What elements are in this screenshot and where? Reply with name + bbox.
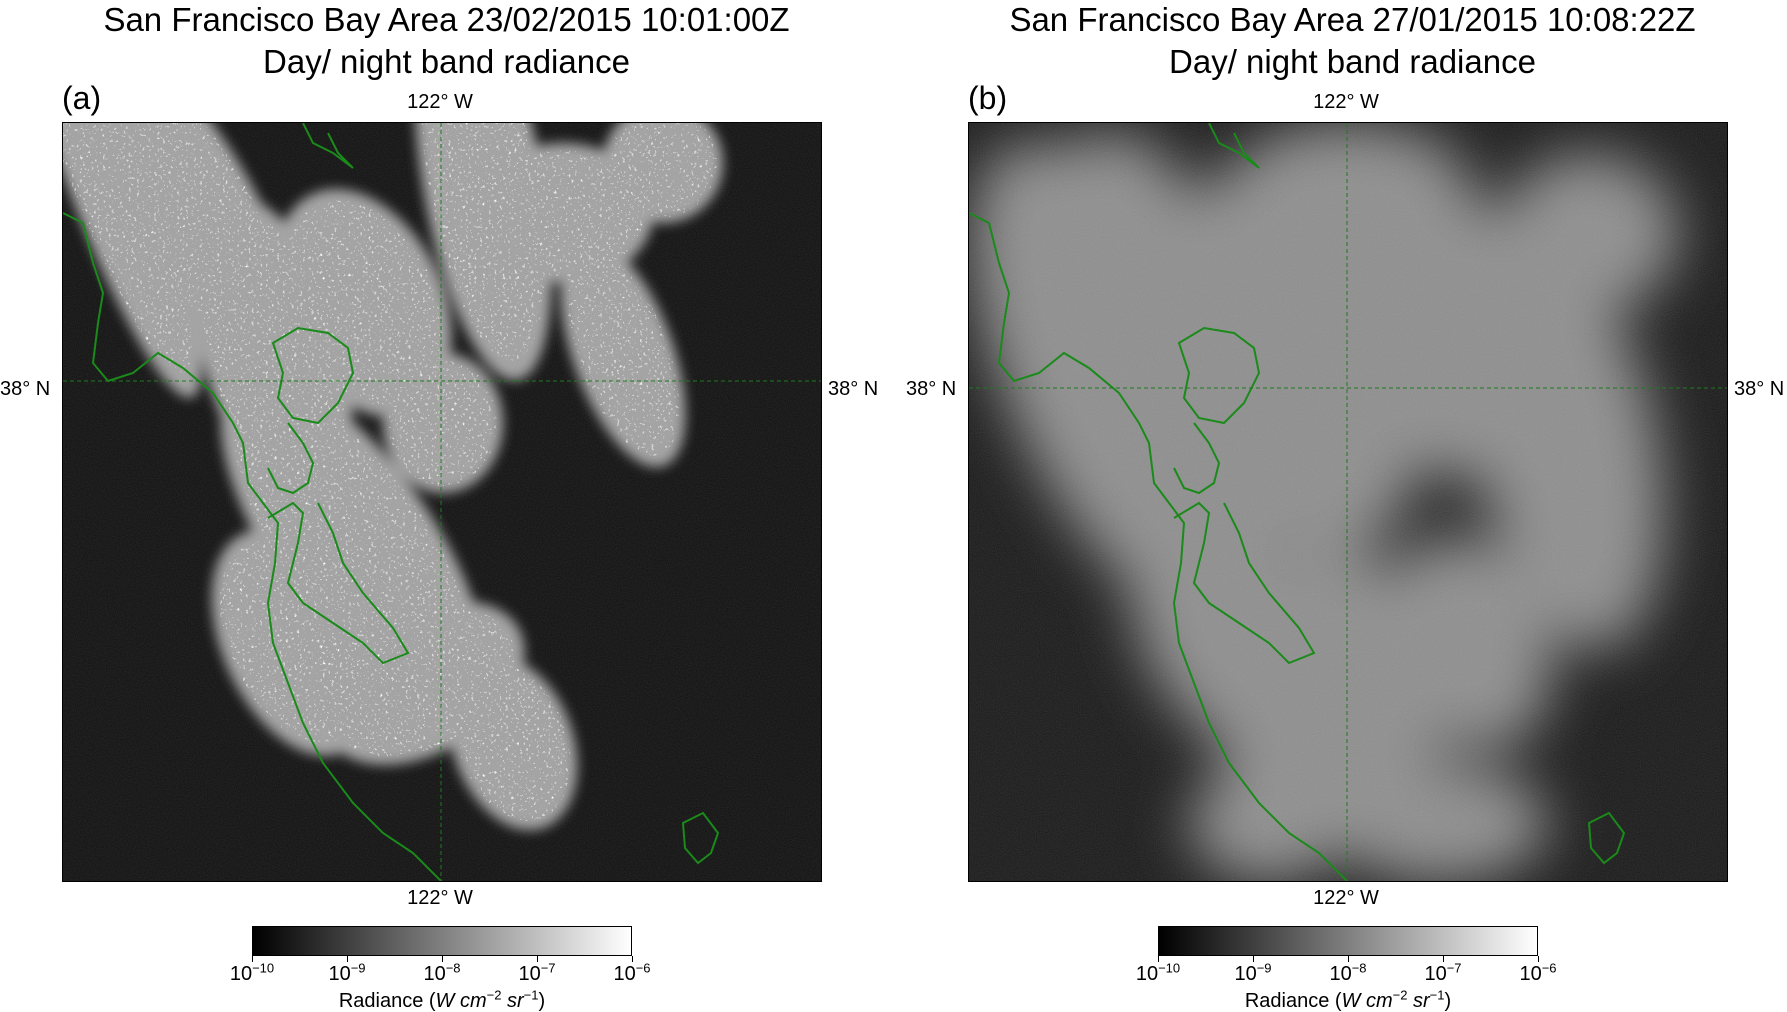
panel-a-lat-left-label: 38° N [0, 378, 51, 400]
panel-b-label: (b) [968, 80, 1008, 116]
panel-a-radiance-image [63, 123, 821, 881]
colorbar-tick [1157, 956, 1159, 962]
colorbar-tick-label: 10−6 [1519, 960, 1557, 985]
panel-a-colorbar-label: Radiance (W cm−2 sr−1) [338, 987, 546, 1012]
panel-b-subtitle: Day/ night band radiance [1169, 43, 1536, 80]
colorbar-tick [1347, 956, 1349, 962]
colorbar-tick [346, 956, 348, 962]
panel-b-radiance-image [969, 123, 1727, 881]
panel-b-lon-bottom-label: 122° W [1313, 887, 1379, 909]
colorbar-tick [631, 956, 633, 962]
colorbar-tick [536, 956, 538, 962]
colorbar-tick-label: 10−8 [423, 960, 461, 985]
panel-b-colorbar [1158, 926, 1538, 956]
panel-a-colorbar [252, 926, 632, 956]
panel-b-lat-left-label: 38° N [906, 378, 957, 400]
panel-a-map [62, 122, 822, 882]
colorbar-tick-label: 10−9 [1234, 960, 1272, 985]
panel-a-label: (a) [62, 80, 102, 116]
colorbar-tick [1442, 956, 1444, 962]
panel-b-map [968, 122, 1728, 882]
panel-b-title: San Francisco Bay Area 27/01/2015 10:08:… [1009, 1, 1696, 38]
panel-a-subtitle: Day/ night band radiance [263, 43, 630, 80]
colorbar-tick [441, 956, 443, 962]
panel-a-lat-right-label: 38° N [828, 378, 879, 400]
panel-a: San Francisco Bay Area 23/02/2015 10:01:… [0, 0, 893, 1012]
panel-a-lon-bottom-label: 122° W [407, 887, 473, 909]
panel-b-colorbar-label: Radiance (W cm−2 sr−1) [1244, 987, 1452, 1012]
colorbar-tick [251, 956, 253, 962]
colorbar-tick-label: 10−6 [613, 960, 651, 985]
colorbar-tick-label: 10−10 [229, 960, 275, 985]
panel-b: San Francisco Bay Area 27/01/2015 10:08:… [906, 0, 1787, 1012]
panel-a-title: San Francisco Bay Area 23/02/2015 10:01:… [103, 1, 790, 38]
colorbar-tick-label: 10−10 [1135, 960, 1181, 985]
panel-a-lon-top-label: 122° W [407, 91, 473, 113]
colorbar-tick [1537, 956, 1539, 962]
colorbar-tick [1252, 956, 1254, 962]
colorbar-tick-label: 10−8 [1329, 960, 1367, 985]
panel-b-lat-right-label: 38° N [1734, 378, 1785, 400]
colorbar-tick-label: 10−7 [1424, 960, 1462, 985]
colorbar-tick-label: 10−9 [328, 960, 366, 985]
panel-b-lon-top-label: 122° W [1313, 91, 1379, 113]
colorbar-tick-label: 10−7 [518, 960, 556, 985]
